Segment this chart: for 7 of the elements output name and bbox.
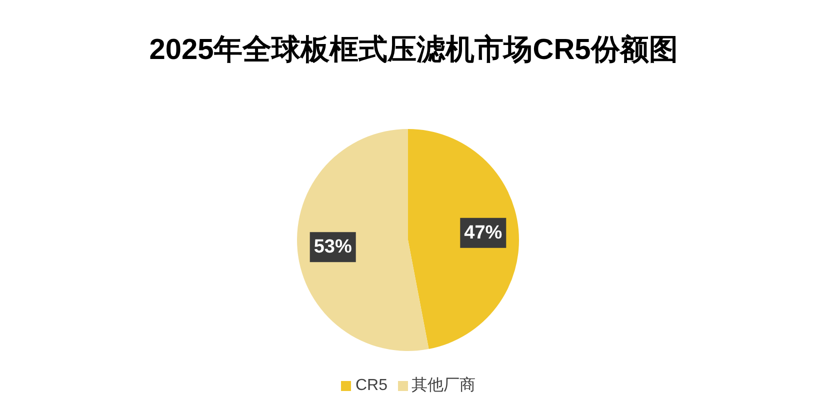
- data-label: 47%: [464, 222, 502, 244]
- pie-slice: [408, 129, 519, 350]
- pie-slice: [297, 129, 429, 351]
- legend-label: CR5: [355, 377, 388, 394]
- data-label: 53%: [314, 236, 352, 258]
- legend-label: 其他厂商: [412, 377, 476, 394]
- chart-title: 2025年全球板框式压滤机市场CR5份额图: [148, 32, 679, 68]
